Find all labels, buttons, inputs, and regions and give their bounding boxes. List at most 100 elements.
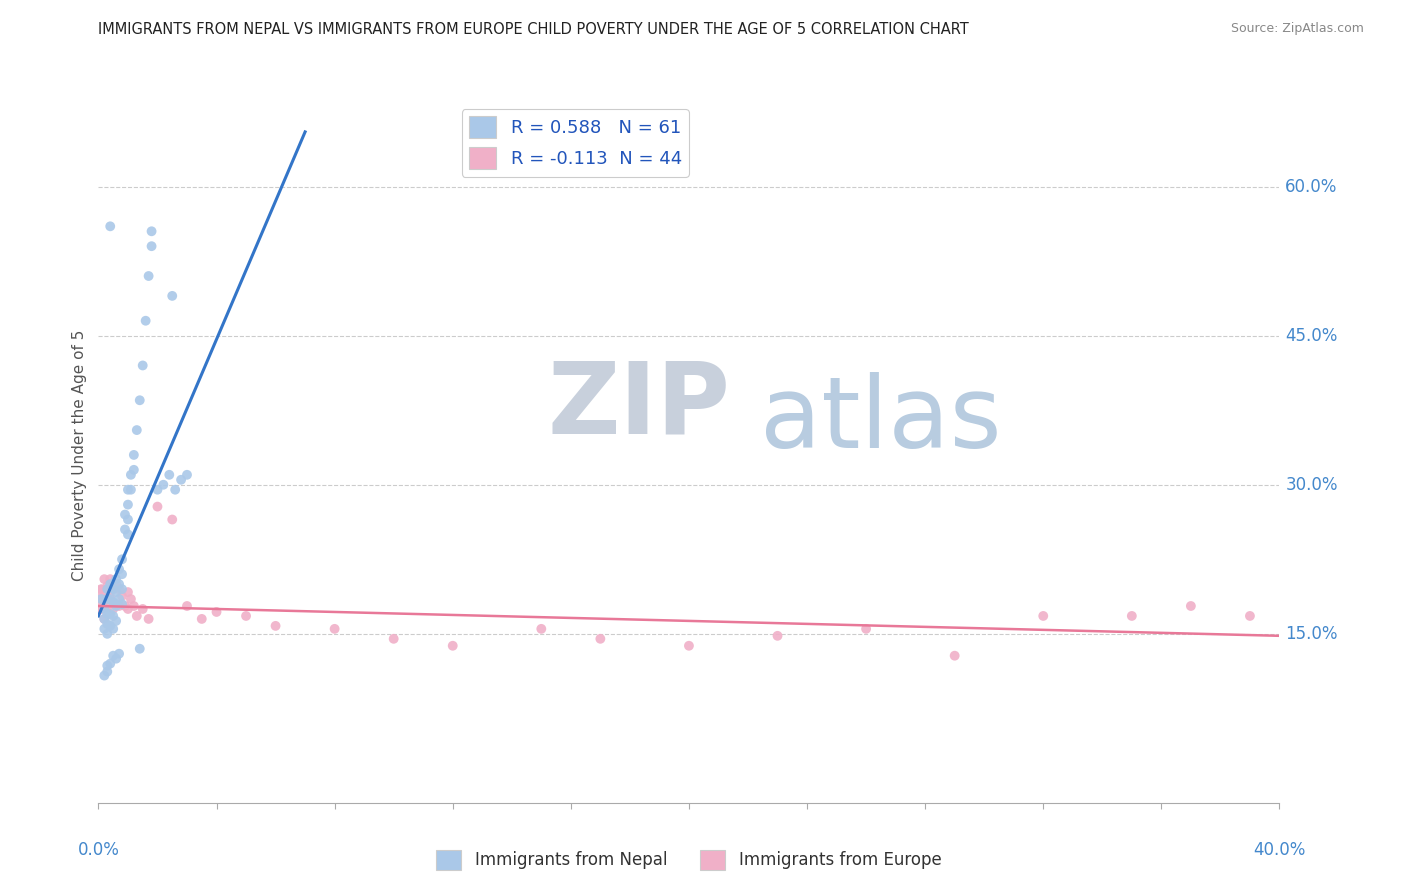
Point bbox=[530, 622, 553, 636]
Point bbox=[114, 523, 136, 537]
Point bbox=[111, 589, 134, 603]
Point bbox=[122, 599, 145, 613]
Text: IMMIGRANTS FROM NEPAL VS IMMIGRANTS FROM EUROPE CHILD POVERTY UNDER THE AGE OF 5: IMMIGRANTS FROM NEPAL VS IMMIGRANTS FROM… bbox=[98, 22, 969, 37]
Point bbox=[93, 612, 115, 626]
Point bbox=[128, 641, 150, 656]
Text: atlas: atlas bbox=[759, 372, 1001, 468]
Point bbox=[90, 592, 112, 607]
Text: 45.0%: 45.0% bbox=[1285, 326, 1337, 344]
Point bbox=[108, 592, 131, 607]
Point bbox=[1239, 609, 1261, 624]
Text: 15.0%: 15.0% bbox=[1285, 624, 1339, 643]
Point bbox=[111, 582, 134, 596]
Point bbox=[1180, 599, 1202, 613]
Point bbox=[105, 585, 128, 599]
Point bbox=[157, 467, 180, 482]
Point bbox=[589, 632, 612, 646]
Point bbox=[103, 582, 125, 596]
Point bbox=[96, 607, 118, 621]
Point bbox=[96, 627, 118, 641]
Point bbox=[93, 592, 115, 607]
Point bbox=[138, 612, 160, 626]
Point bbox=[105, 572, 128, 586]
Point bbox=[120, 592, 142, 607]
Point bbox=[98, 607, 121, 621]
Point bbox=[98, 592, 121, 607]
Point bbox=[93, 668, 115, 682]
Point bbox=[176, 599, 198, 613]
Point bbox=[141, 224, 163, 238]
Point bbox=[125, 609, 148, 624]
Point bbox=[323, 622, 346, 636]
Point bbox=[96, 592, 118, 607]
Point bbox=[120, 483, 142, 497]
Point bbox=[117, 498, 139, 512]
Point bbox=[90, 592, 112, 607]
Point bbox=[205, 605, 228, 619]
Point bbox=[105, 651, 128, 665]
Point bbox=[1032, 609, 1054, 624]
Point bbox=[135, 314, 157, 328]
Point bbox=[103, 622, 125, 636]
Point bbox=[111, 597, 134, 611]
Point bbox=[264, 619, 287, 633]
Point bbox=[125, 423, 148, 437]
Point bbox=[132, 602, 155, 616]
Point bbox=[93, 572, 115, 586]
Point bbox=[103, 648, 125, 663]
Point bbox=[105, 577, 128, 591]
Point bbox=[103, 602, 125, 616]
Point bbox=[98, 619, 121, 633]
Point bbox=[162, 289, 183, 303]
Point bbox=[98, 657, 121, 671]
Point bbox=[96, 579, 118, 593]
Point bbox=[103, 609, 125, 624]
Text: 0.0%: 0.0% bbox=[77, 841, 120, 859]
Point bbox=[855, 622, 877, 636]
Point bbox=[96, 665, 118, 679]
Point bbox=[108, 647, 131, 661]
Point bbox=[128, 393, 150, 408]
Point bbox=[441, 639, 464, 653]
Point bbox=[98, 595, 121, 609]
Text: Source: ZipAtlas.com: Source: ZipAtlas.com bbox=[1230, 22, 1364, 36]
Point bbox=[176, 467, 198, 482]
Point bbox=[170, 473, 193, 487]
Point bbox=[105, 597, 128, 611]
Point bbox=[96, 616, 118, 631]
Point bbox=[117, 512, 139, 526]
Point bbox=[90, 602, 112, 616]
Point bbox=[90, 582, 112, 596]
Point bbox=[191, 612, 214, 626]
Point bbox=[98, 572, 121, 586]
Point bbox=[93, 602, 115, 616]
Point bbox=[93, 622, 115, 636]
Point bbox=[117, 527, 139, 541]
Point bbox=[96, 582, 118, 596]
Legend: Immigrants from Nepal, Immigrants from Europe: Immigrants from Nepal, Immigrants from E… bbox=[430, 843, 948, 877]
Point bbox=[108, 577, 131, 591]
Point bbox=[117, 602, 139, 616]
Point bbox=[98, 577, 121, 591]
Point bbox=[766, 629, 789, 643]
Point bbox=[120, 467, 142, 482]
Point bbox=[96, 658, 118, 673]
Point bbox=[165, 483, 187, 497]
Point bbox=[122, 448, 145, 462]
Point bbox=[146, 500, 169, 514]
Point bbox=[1121, 609, 1143, 624]
Point bbox=[108, 582, 131, 596]
Point bbox=[146, 483, 169, 497]
Point bbox=[93, 612, 115, 626]
Point bbox=[117, 483, 139, 497]
Point bbox=[96, 599, 118, 613]
Point bbox=[103, 582, 125, 596]
Point bbox=[122, 463, 145, 477]
Point bbox=[138, 268, 160, 283]
Point bbox=[108, 599, 131, 613]
Point bbox=[114, 508, 136, 522]
Point bbox=[141, 239, 163, 253]
Point bbox=[103, 595, 125, 609]
Point bbox=[111, 567, 134, 582]
Text: 40.0%: 40.0% bbox=[1253, 841, 1306, 859]
